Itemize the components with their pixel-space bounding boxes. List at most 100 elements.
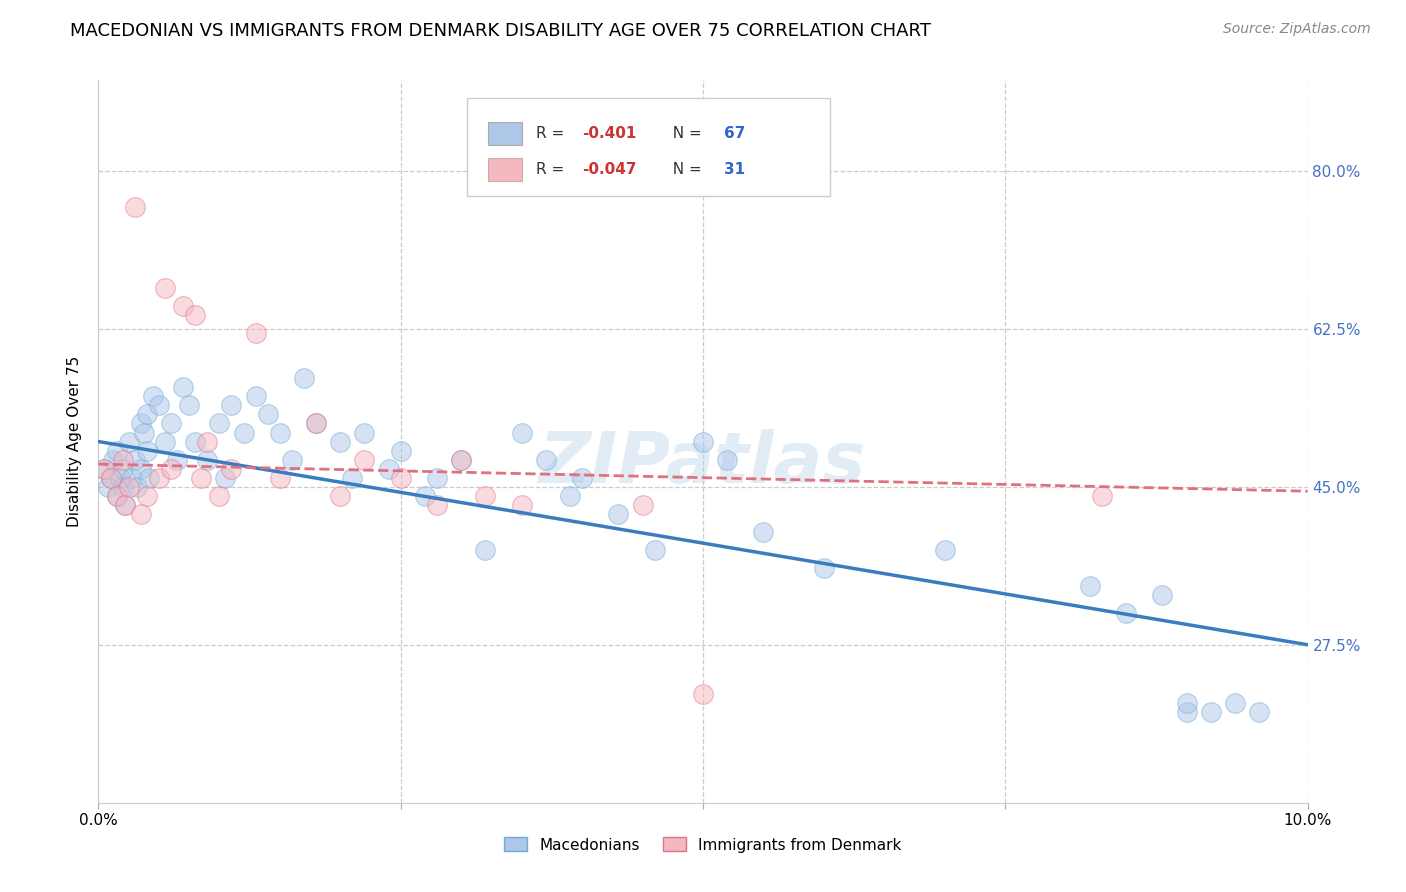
Point <box>195 452 218 467</box>
Y-axis label: Disability Age Over 75: Disability Age Over 75 <box>67 356 83 527</box>
Point <box>692 687 714 701</box>
Point <box>184 434 207 449</box>
Point <box>142 389 165 403</box>
Point <box>129 417 152 431</box>
Point <box>105 489 128 503</box>
Point <box>716 452 738 467</box>
Point <box>256 408 278 422</box>
Point <box>232 425 254 440</box>
Point <box>631 498 654 512</box>
FancyBboxPatch shape <box>488 158 522 181</box>
Text: N =: N = <box>664 126 707 141</box>
Point <box>135 408 157 422</box>
Point <box>474 489 496 503</box>
Point <box>1249 706 1271 720</box>
Point <box>558 489 581 503</box>
Point <box>129 507 152 521</box>
Text: -0.401: -0.401 <box>582 126 637 141</box>
Point <box>1175 697 1198 711</box>
Point <box>124 200 146 214</box>
Point <box>221 398 243 412</box>
Point <box>208 417 231 431</box>
Point <box>105 489 128 503</box>
Point <box>108 470 131 484</box>
Point <box>166 452 188 467</box>
Text: R =: R = <box>536 126 569 141</box>
Point <box>342 470 364 484</box>
Point <box>305 417 328 431</box>
Point <box>426 470 449 484</box>
Point <box>934 542 956 557</box>
Point <box>245 389 267 403</box>
Point <box>1152 588 1174 602</box>
Point <box>1115 606 1137 620</box>
Point <box>413 489 436 503</box>
Point <box>114 498 136 512</box>
Point <box>148 398 170 412</box>
Point <box>93 461 115 475</box>
Point <box>329 489 352 503</box>
Point <box>389 470 412 484</box>
Point <box>510 425 533 440</box>
Point <box>111 461 134 475</box>
Point <box>114 498 136 512</box>
Point <box>135 489 157 503</box>
Point <box>292 371 315 385</box>
Point <box>195 434 218 449</box>
Point <box>813 561 835 575</box>
Point <box>93 461 115 475</box>
Point <box>474 542 496 557</box>
Point <box>214 470 236 484</box>
Point <box>148 470 170 484</box>
Point <box>208 489 231 503</box>
Point <box>426 498 449 512</box>
Point <box>97 480 120 494</box>
Point <box>129 461 152 475</box>
Point <box>172 380 194 394</box>
Point <box>510 498 533 512</box>
Point <box>121 470 143 484</box>
Point <box>329 434 352 449</box>
Point <box>245 326 267 340</box>
Text: MACEDONIAN VS IMMIGRANTS FROM DENMARK DISABILITY AGE OVER 75 CORRELATION CHART: MACEDONIAN VS IMMIGRANTS FROM DENMARK DI… <box>70 22 931 40</box>
Text: -0.047: -0.047 <box>582 162 637 178</box>
Point <box>101 452 124 467</box>
Point <box>692 434 714 449</box>
Point <box>534 452 557 467</box>
Point <box>353 452 375 467</box>
Point <box>269 470 291 484</box>
Text: N =: N = <box>664 162 707 178</box>
Text: 67: 67 <box>724 126 745 141</box>
FancyBboxPatch shape <box>467 98 830 196</box>
Point <box>1078 579 1101 593</box>
Point <box>353 425 375 440</box>
Point <box>607 507 630 521</box>
Point <box>172 299 194 313</box>
FancyBboxPatch shape <box>488 122 522 145</box>
Point <box>124 452 146 467</box>
Point <box>644 542 666 557</box>
Point <box>571 470 593 484</box>
Point <box>1223 697 1246 711</box>
Point <box>111 480 134 494</box>
Point <box>160 417 183 431</box>
Point <box>305 417 328 431</box>
Point <box>100 470 122 484</box>
Point <box>118 480 141 494</box>
Text: ZIPatlas: ZIPatlas <box>540 429 866 498</box>
Point <box>269 425 291 440</box>
Point <box>450 452 472 467</box>
Point <box>135 443 157 458</box>
Point <box>377 461 399 475</box>
Text: 31: 31 <box>724 162 745 178</box>
Point <box>190 470 212 484</box>
Point <box>752 524 775 539</box>
Point <box>1199 706 1222 720</box>
Point <box>111 452 134 467</box>
Point <box>389 443 412 458</box>
Text: R =: R = <box>536 162 569 178</box>
Text: Source: ZipAtlas.com: Source: ZipAtlas.com <box>1223 22 1371 37</box>
Point <box>160 461 183 475</box>
Point <box>281 452 304 467</box>
Point <box>184 308 207 322</box>
